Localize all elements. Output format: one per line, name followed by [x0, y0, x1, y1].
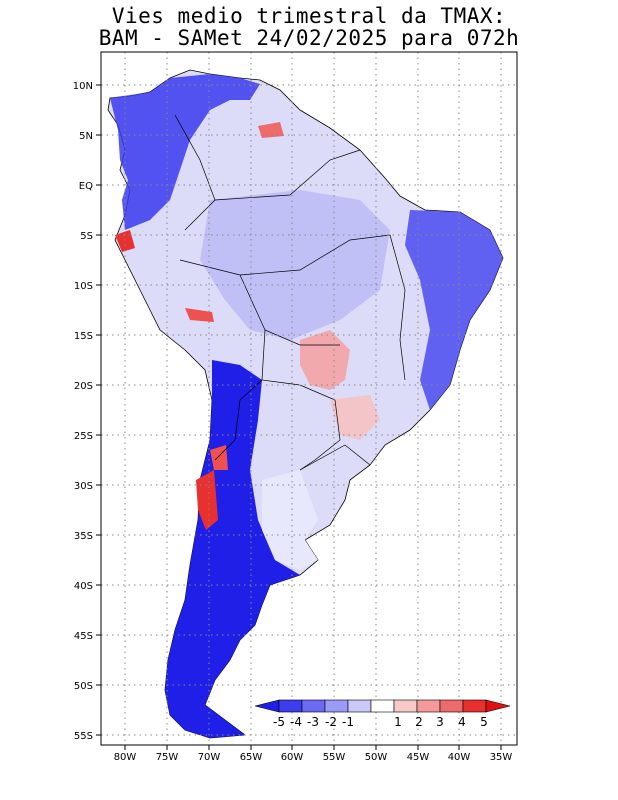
lat-label: 10N: [73, 81, 93, 92]
map-frame: [100, 51, 518, 746]
axis-ticks: [96, 84, 502, 750]
lat-label: 15S: [74, 331, 93, 342]
colorbar-label: 5: [480, 715, 488, 729]
colorbar-segment: [347, 699, 372, 713]
colorbar-label: -2: [325, 715, 337, 729]
lon-label: 50W: [365, 752, 388, 763]
colorbar-segment: [370, 699, 395, 713]
lat-label: 5N: [79, 131, 93, 142]
colorbar-segment: [393, 699, 418, 713]
blue-region-northeast: [405, 210, 503, 410]
map-grid: [101, 52, 517, 745]
colorbar-label: -4: [290, 715, 302, 729]
lat-label: 35S: [74, 531, 93, 542]
light-region-argentina: [262, 470, 318, 570]
colorbar-label: -1: [342, 715, 354, 729]
lon-label: 75W: [156, 752, 179, 763]
colorbar-segment: [439, 699, 464, 713]
colorbar-segment: [462, 699, 487, 713]
lon-label: 45W: [407, 752, 430, 763]
red-region-peru-south: [185, 308, 214, 322]
colorbar-arrow-right: [485, 699, 511, 713]
colorbar-segment: [278, 699, 303, 713]
colorbar-segment: [324, 699, 349, 713]
red-region-venezuela: [258, 122, 284, 138]
colorbar-label: 3: [436, 715, 444, 729]
lat-label: 55S: [74, 731, 93, 742]
lat-label: 50S: [74, 681, 93, 692]
blue-region-south: [165, 360, 300, 738]
light-blue-center: [200, 190, 390, 340]
colorbar-label: 2: [415, 715, 423, 729]
country-borders: [174, 114, 406, 471]
colorbar-label: -3: [307, 715, 319, 729]
lat-label: 45S: [74, 631, 93, 642]
lat-label: 20S: [74, 381, 93, 392]
colorbar-label: 4: [458, 715, 466, 729]
lon-label: 65W: [240, 752, 263, 763]
red-region-southeast: [330, 395, 380, 440]
title-line-2: BAM - SAMet 24/02/2025 para 072h: [98, 26, 520, 50]
colorbar: -5 -4 -3 -2 -1 1 2 3 4 5: [254, 699, 511, 729]
lon-label: 55W: [323, 752, 346, 763]
lon-label: 40W: [448, 752, 471, 763]
lon-label: 80W: [114, 752, 137, 763]
map-area: [101, 52, 517, 745]
lon-label: 70W: [198, 752, 221, 763]
lat-label: 40S: [74, 581, 93, 592]
lat-label: 5S: [80, 231, 93, 242]
blue-region-north: [110, 74, 260, 230]
lat-label: 30S: [74, 481, 93, 492]
colorbar-segment: [301, 699, 326, 713]
colorbar-label: 1: [394, 715, 402, 729]
lon-label: 60W: [281, 752, 304, 763]
lat-label: EQ: [79, 181, 93, 192]
lat-label: 10S: [74, 281, 93, 292]
colorbar-segment: [416, 699, 441, 713]
title-line-1: Vies medio trimestral da TMAX:: [111, 4, 507, 28]
colorbar-label: -5: [273, 715, 285, 729]
lon-label: 35W: [490, 752, 513, 763]
lat-label: 25S: [74, 431, 93, 442]
